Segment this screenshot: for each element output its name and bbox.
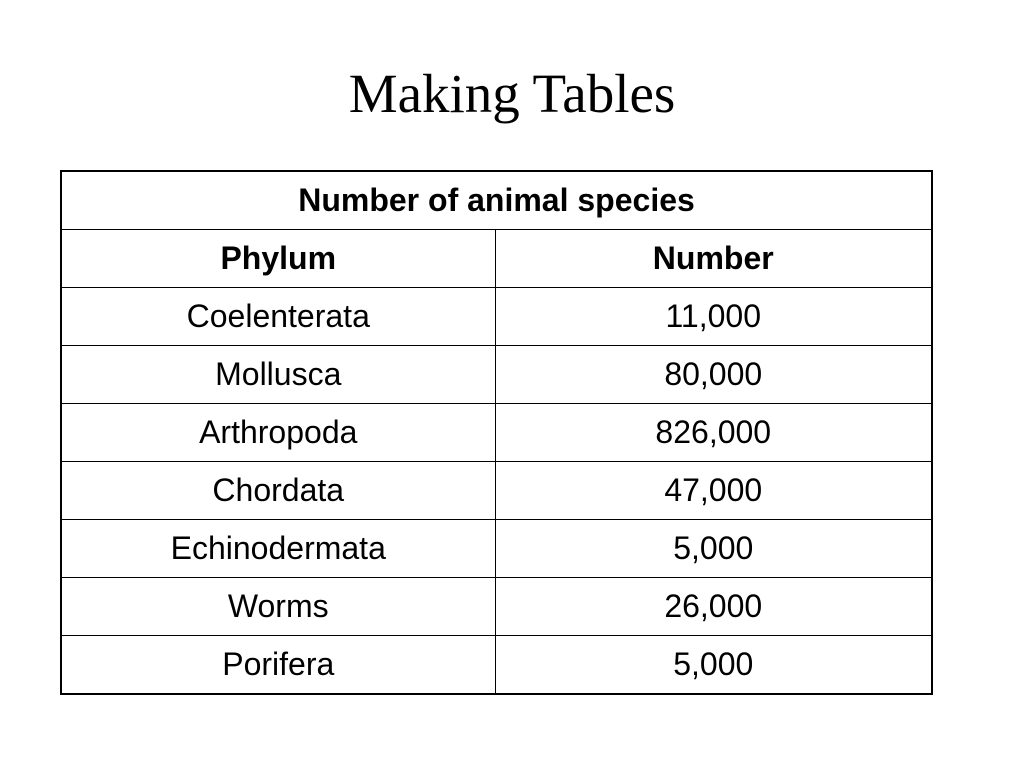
table-row: Worms 26,000	[60, 577, 933, 636]
table-caption-row: Number of animal species	[60, 170, 933, 230]
slide-title: Making Tables	[348, 63, 676, 124]
phylum-cell: Chordata	[60, 461, 496, 520]
table-row: Coelenterata 11,000	[60, 287, 933, 346]
table-row: Arthropoda 826,000	[60, 403, 933, 462]
phylum-cell: Arthropoda	[60, 403, 496, 462]
number-cell: 11,000	[494, 287, 933, 346]
table-caption: Number of animal species	[60, 170, 933, 230]
column-header-phylum: Phylum	[60, 229, 496, 288]
number-cell: 26,000	[494, 577, 933, 636]
number-cell: 826,000	[494, 403, 933, 462]
table-row: Mollusca 80,000	[60, 345, 933, 404]
table-row: Echinodermata 5,000	[60, 519, 933, 578]
species-table: Number of animal species Phylum Number C…	[60, 170, 934, 695]
phylum-cell: Echinodermata	[60, 519, 496, 578]
table-header-row: Phylum Number	[60, 229, 933, 288]
number-cell: 5,000	[494, 635, 933, 695]
species-table-container: Number of animal species Phylum Number C…	[60, 170, 934, 695]
phylum-cell: Worms	[60, 577, 496, 636]
number-cell: 80,000	[494, 345, 933, 404]
phylum-cell: Coelenterata	[60, 287, 496, 346]
number-cell: 47,000	[494, 461, 933, 520]
number-cell: 5,000	[494, 519, 933, 578]
table-row: Porifera 5,000	[60, 635, 933, 695]
phylum-cell: Porifera	[60, 635, 496, 695]
phylum-cell: Mollusca	[60, 345, 496, 404]
table-row: Chordata 47,000	[60, 461, 933, 520]
column-header-number: Number	[494, 229, 933, 288]
